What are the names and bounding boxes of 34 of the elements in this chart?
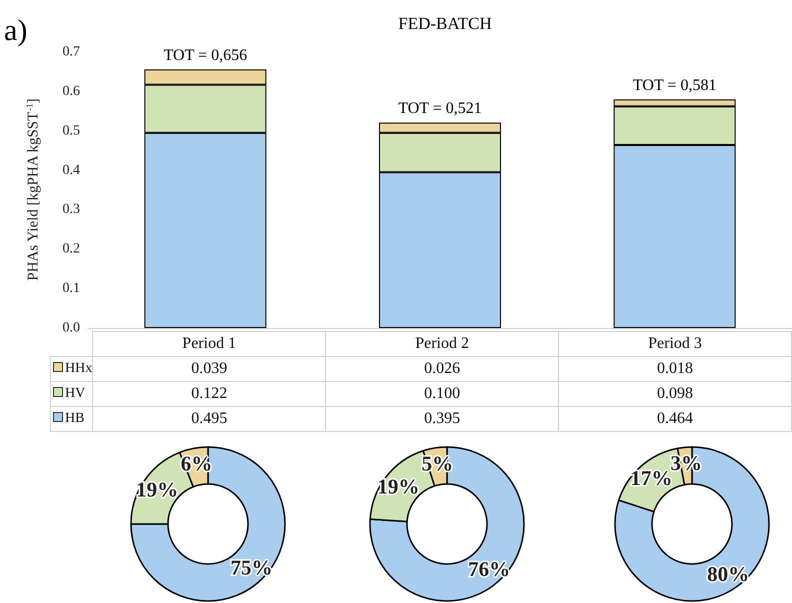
data-label: 17% (630, 466, 672, 490)
chart-title: FED-BATCH (398, 14, 492, 33)
total-label: TOT = 0,656 (164, 46, 248, 64)
legend-label: HHx (50, 356, 93, 382)
total-label: TOT = 0,581 (632, 76, 716, 94)
x-tick-label: Period 2 (326, 332, 559, 356)
legend-label: HV (50, 382, 93, 406)
total-label: TOT = 0,521 (398, 100, 482, 118)
data-label: 0.495 (92, 406, 326, 432)
text: a) (4, 14, 28, 47)
y-tick-label: 0.7 (62, 44, 80, 60)
y-tick-label: 0.5 (62, 123, 80, 138)
data-label: 75% (230, 555, 272, 580)
y-tick-label: 0.6 (62, 84, 80, 99)
data-label: 0.018 (558, 356, 792, 382)
data-label: 0.026 (326, 356, 559, 382)
data-label: 19% (377, 474, 420, 498)
y-tick-label: 0.3 (62, 202, 80, 218)
data-label: 0.122 (92, 382, 326, 406)
data-label: 76% (468, 556, 510, 581)
data-label: 80% (707, 562, 750, 586)
y-axis-title: PHAs Yield [kgPHA kgSST-1] (24, 98, 42, 281)
y-tick-label: 0.1 (62, 281, 80, 296)
data-label: 0.464 (558, 406, 792, 432)
data-label: 0.098 (558, 382, 792, 406)
data-label: 0.100 (326, 382, 559, 406)
data-label: 0.395 (326, 406, 559, 432)
legend-label: HB (50, 406, 93, 432)
y-tick-label: 0.4 (62, 162, 80, 178)
x-tick-label: Period 1 (92, 332, 326, 356)
x-tick-label: Period 3 (558, 332, 792, 356)
y-tick-label: 0.0 (62, 320, 80, 336)
data-label: 0.039 (92, 356, 326, 382)
y-tick-label: 0.2 (62, 242, 80, 257)
